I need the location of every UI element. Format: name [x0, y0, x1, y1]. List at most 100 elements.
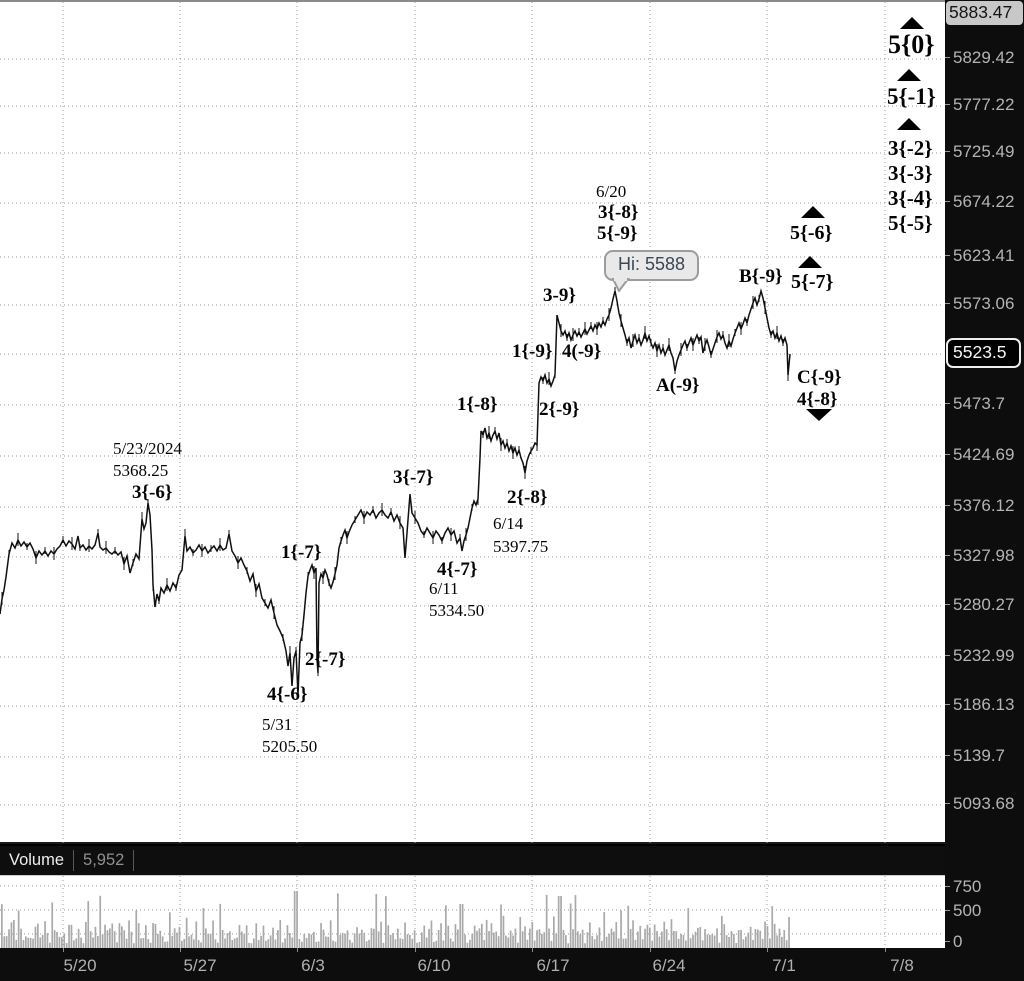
volume-value: 5,952 — [83, 851, 125, 869]
wave-annotation[interactable]: 5{-1} — [887, 84, 936, 109]
wave-annotation[interactable]: 5368.25 — [113, 461, 169, 480]
date-tick — [297, 948, 298, 952]
wave-annotation[interactable]: 5/31 — [262, 715, 293, 734]
price-tick — [945, 104, 950, 105]
wave-annotation[interactable]: 2{-9} — [539, 399, 580, 420]
date-tick — [63, 948, 64, 952]
date-tick — [650, 948, 651, 952]
price-tick — [945, 505, 950, 506]
price-tick — [945, 151, 950, 152]
price-tick — [945, 803, 950, 804]
price-tick — [945, 255, 950, 256]
date-tick-label: 5/20 — [63, 956, 97, 975]
price-tick-label: 5280.27 — [953, 595, 1015, 614]
wave-annotation[interactable]: 4{-6} — [267, 684, 308, 705]
wave-annotation[interactable]: 2{-8} — [507, 487, 548, 508]
price-tick-label: 5376.12 — [953, 496, 1015, 515]
wave-annotation[interactable]: 3{-3} — [888, 161, 933, 185]
wave-annotation[interactable]: 2{-7} — [305, 649, 346, 670]
wave-annotation[interactable]: 1{-7} — [281, 542, 322, 563]
wave-annotation[interactable]: 5{0} — [888, 30, 935, 59]
price-tick — [945, 704, 950, 705]
wave-annotation[interactable]: 1{-8} — [457, 394, 498, 415]
price-tick — [945, 201, 950, 202]
date-tick — [532, 948, 533, 952]
wave-annotation[interactable]: 3{-6} — [132, 482, 173, 503]
volume-panel[interactable] — [0, 875, 945, 949]
price-tick — [945, 555, 950, 556]
volume-tick-label: 0 — [953, 932, 963, 951]
wave-annotation[interactable]: 3{-7} — [393, 467, 434, 488]
volume-tick — [945, 910, 950, 911]
wave-annotation[interactable]: 3{-2} — [888, 136, 933, 160]
wave-annotation[interactable]: 5397.75 — [493, 537, 549, 556]
wave-annotation[interactable]: C{-9} — [797, 367, 842, 388]
wave-annotation[interactable]: 4{-8} — [797, 389, 838, 410]
wave-annotation[interactable]: 4{-7} — [437, 559, 478, 580]
date-tick-label: 6/24 — [652, 956, 686, 975]
price-tick-label: 5327.98 — [953, 546, 1015, 565]
price-chart-panel[interactable]: 5/23/2024 5368.25 3{-6} 1{-7} 2{-7} 4{-6} 5/31… — [0, 0, 945, 844]
high-callout-text: Hi: 5588 — [618, 254, 686, 274]
wave-annotation[interactable]: 5{-5} — [888, 211, 933, 235]
date-axis[interactable]: 5/20 5/27 6/3 6/10 6/17 6/24 7/1 7/8 — [0, 948, 1024, 981]
price-tick — [945, 303, 950, 304]
annotation-up-triangle-icon[interactable] — [798, 256, 822, 268]
wave-annotation[interactable]: 5{-9} — [597, 223, 638, 244]
volume-tick — [945, 941, 950, 942]
wave-annotation[interactable]: 1{-9} — [512, 341, 553, 362]
date-tick — [885, 948, 886, 952]
volume-tick-label: 500 — [953, 901, 982, 920]
annotation-down-triangle-icon[interactable] — [806, 409, 832, 421]
volume-header-divider — [133, 850, 135, 871]
wave-annotation[interactable]: 3{-4} — [888, 186, 933, 210]
volume-header-divider — [73, 850, 75, 871]
price-tick-label: 5139.7 — [953, 746, 1005, 765]
price-tick — [945, 755, 950, 756]
volume-tick-label: 750 — [953, 877, 982, 896]
volume-tick — [945, 886, 950, 887]
annotation-up-triangle-icon[interactable] — [900, 17, 924, 29]
wave-annotation[interactable]: 5{-7} — [791, 271, 834, 293]
price-tick-label: 5725.49 — [953, 142, 1015, 161]
date-tick — [415, 948, 416, 952]
wave-annotation[interactable]: 5334.50 — [429, 601, 485, 620]
price-chart-canvas — [0, 2, 943, 844]
price-tick-label: 5424.69 — [953, 445, 1015, 464]
date-tick-label: 6/10 — [417, 956, 451, 975]
wave-annotation[interactable]: 5/23/2024 — [113, 439, 182, 458]
wave-annotation[interactable]: 5{-6} — [790, 222, 833, 244]
date-tick-label: 7/1 — [772, 956, 796, 975]
price-tick — [945, 403, 950, 404]
wave-annotation[interactable]: 3{-8} — [598, 202, 639, 223]
annotation-up-triangle-icon[interactable] — [801, 206, 825, 218]
price-tick-label: 5674.22 — [953, 192, 1015, 211]
wave-annotation[interactable]: 5205.50 — [262, 737, 318, 756]
wave-annotation[interactable]: 6/14 — [493, 514, 524, 533]
wave-annotation[interactable]: B{-9} — [739, 266, 783, 287]
price-axis[interactable]: 5883.47 5829.42 5777.22 5725.49 5674.22 5623… — [945, 0, 1024, 981]
wave-annotation[interactable]: 6/11 — [429, 579, 459, 598]
high-callout[interactable]: Hi: 5588 — [604, 250, 700, 292]
date-tick-label: 6/17 — [536, 956, 570, 975]
price-tick — [945, 655, 950, 656]
price-tick — [945, 454, 950, 455]
price-tick-label: 5473.7 — [953, 394, 1005, 413]
annotation-up-triangle-icon[interactable] — [897, 69, 921, 81]
price-tick-label: 5623.41 — [953, 246, 1015, 265]
price-tick-label: 5186.13 — [953, 695, 1015, 714]
date-tick-label: 5/27 — [183, 956, 217, 975]
date-tick — [180, 948, 181, 952]
volume-header: Volume 5,952 — [0, 844, 945, 875]
price-tick-label: 5232.99 — [953, 646, 1015, 665]
wave-annotation[interactable]: A(-9} — [656, 375, 700, 396]
wave-annotation[interactable]: 4(-9} — [562, 341, 602, 362]
volume-title: Volume — [9, 851, 65, 869]
current-price-badge: 5523.5 — [946, 338, 1021, 368]
wave-annotation[interactable]: 6/20 — [596, 182, 627, 201]
price-tick-label: 5573.06 — [953, 294, 1015, 313]
wave-annotation[interactable]: 3-9} — [543, 285, 576, 306]
annotation-up-triangle-icon[interactable] — [897, 118, 921, 130]
price-tick-label: 5829.42 — [953, 48, 1015, 67]
